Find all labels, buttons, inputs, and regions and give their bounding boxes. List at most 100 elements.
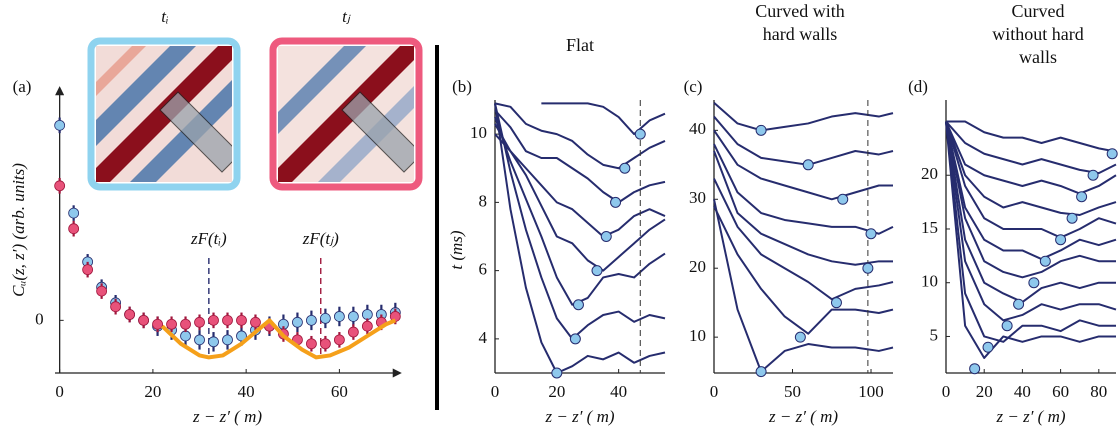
data-point xyxy=(250,316,261,328)
inset-heatmap xyxy=(278,46,414,182)
data-point xyxy=(320,312,331,324)
data-point xyxy=(347,326,359,338)
minimum-marker xyxy=(969,363,981,375)
x-tick-label: 20 xyxy=(548,382,565,401)
y-tick-label: 8 xyxy=(479,191,488,210)
curve xyxy=(713,205,894,335)
x-tick-label: 0 xyxy=(942,382,951,401)
x-axis-label: z − z′ ( m) xyxy=(192,407,262,426)
minimum-marker xyxy=(551,367,563,379)
curve xyxy=(494,103,666,340)
minimum-marker xyxy=(755,366,767,378)
panel-label: (b) xyxy=(452,77,472,96)
fit-line xyxy=(160,318,397,360)
data-point xyxy=(306,338,317,350)
y-tick-label: 15 xyxy=(921,218,938,237)
minimum-marker xyxy=(865,228,877,240)
data-point xyxy=(347,311,359,322)
data-point xyxy=(54,119,66,131)
data-point xyxy=(333,311,345,322)
curve xyxy=(713,199,894,373)
curve xyxy=(945,121,1116,359)
minimum-marker xyxy=(862,262,874,274)
minimum-marker xyxy=(1076,191,1088,203)
x-tick-label: 0 xyxy=(710,382,719,401)
x-tick-label: 20 xyxy=(976,382,993,401)
data-point xyxy=(306,314,317,326)
minimum-marker xyxy=(802,159,814,171)
curve xyxy=(494,123,666,272)
data-point xyxy=(68,207,80,219)
curve xyxy=(945,121,1117,217)
y-tick-label: 40 xyxy=(689,119,706,138)
curve xyxy=(945,121,1117,322)
y-axis-label: t (ms) xyxy=(447,230,466,270)
curve xyxy=(945,121,1117,195)
curve xyxy=(713,150,893,266)
data-point xyxy=(124,309,135,320)
annotation-label: zF(tⱼ) xyxy=(302,229,339,248)
curve xyxy=(494,133,666,238)
y-tick-label: 20 xyxy=(921,164,938,183)
panel-label: (c) xyxy=(684,77,703,96)
data-point xyxy=(180,318,191,330)
x-axis-label: z − z′ ( m) xyxy=(544,407,614,426)
curve xyxy=(945,121,1116,279)
curve xyxy=(713,129,893,201)
curve xyxy=(541,102,666,136)
data-point xyxy=(236,330,247,342)
y-tick-label: 10 xyxy=(921,272,938,291)
annotation-label: zF(tᵢ) xyxy=(190,229,227,248)
data-point xyxy=(361,309,373,320)
y-axis-label: Cᵤ(z, z′) (arb. units) xyxy=(9,163,28,297)
x-axis-label: z − z′ ( m) xyxy=(995,407,1065,426)
panel-title: Curved without hard walls xyxy=(992,1,1084,67)
y-tick-label: 4 xyxy=(479,328,488,347)
minimum-marker xyxy=(794,331,806,343)
inset-label: tᵢ xyxy=(161,7,168,26)
minimum-marker xyxy=(755,124,767,136)
minimum-marker xyxy=(830,297,842,309)
minimum-marker xyxy=(1013,298,1025,310)
x-axis-label: z − z′ ( m) xyxy=(768,407,838,426)
minimum-marker xyxy=(1087,169,1099,181)
x-tick-label: 0 xyxy=(55,382,64,401)
minimum-marker xyxy=(610,196,622,208)
x-tick-label: 40 xyxy=(1014,382,1031,401)
data-point xyxy=(320,338,331,350)
data-point xyxy=(208,336,219,348)
data-point xyxy=(222,334,233,346)
minimum-marker xyxy=(1066,212,1078,224)
minimum-marker xyxy=(837,193,849,205)
data-point xyxy=(152,318,163,330)
minimum-marker xyxy=(600,231,612,242)
x-tick-label: 40 xyxy=(238,382,255,401)
x-tick-label: 60 xyxy=(1052,382,1069,401)
x-tick-label: 0 xyxy=(491,382,500,401)
panel-title: Flat xyxy=(565,35,594,55)
y-tick-label: 30 xyxy=(689,188,706,207)
data-point xyxy=(82,264,94,276)
minimum-marker xyxy=(1055,234,1067,246)
x-tick-label: 50 xyxy=(784,382,801,401)
x-tick-label: 100 xyxy=(858,382,884,401)
x-tick-label: 40 xyxy=(610,382,627,401)
minimum-marker xyxy=(619,162,631,174)
curve xyxy=(945,121,1116,343)
curve xyxy=(945,120,1117,175)
curve xyxy=(494,103,666,374)
curve xyxy=(494,109,666,204)
minimum-marker xyxy=(1039,255,1051,267)
curve xyxy=(945,121,1117,261)
data-point xyxy=(208,314,219,326)
minimum-marker xyxy=(591,265,603,277)
inset-border xyxy=(269,37,423,191)
data-point xyxy=(333,334,345,346)
data-point xyxy=(138,314,149,326)
y-tick-label: 0 xyxy=(35,309,44,328)
data-point xyxy=(180,330,191,342)
data-point xyxy=(292,316,303,328)
minimum-marker xyxy=(1001,320,1013,332)
